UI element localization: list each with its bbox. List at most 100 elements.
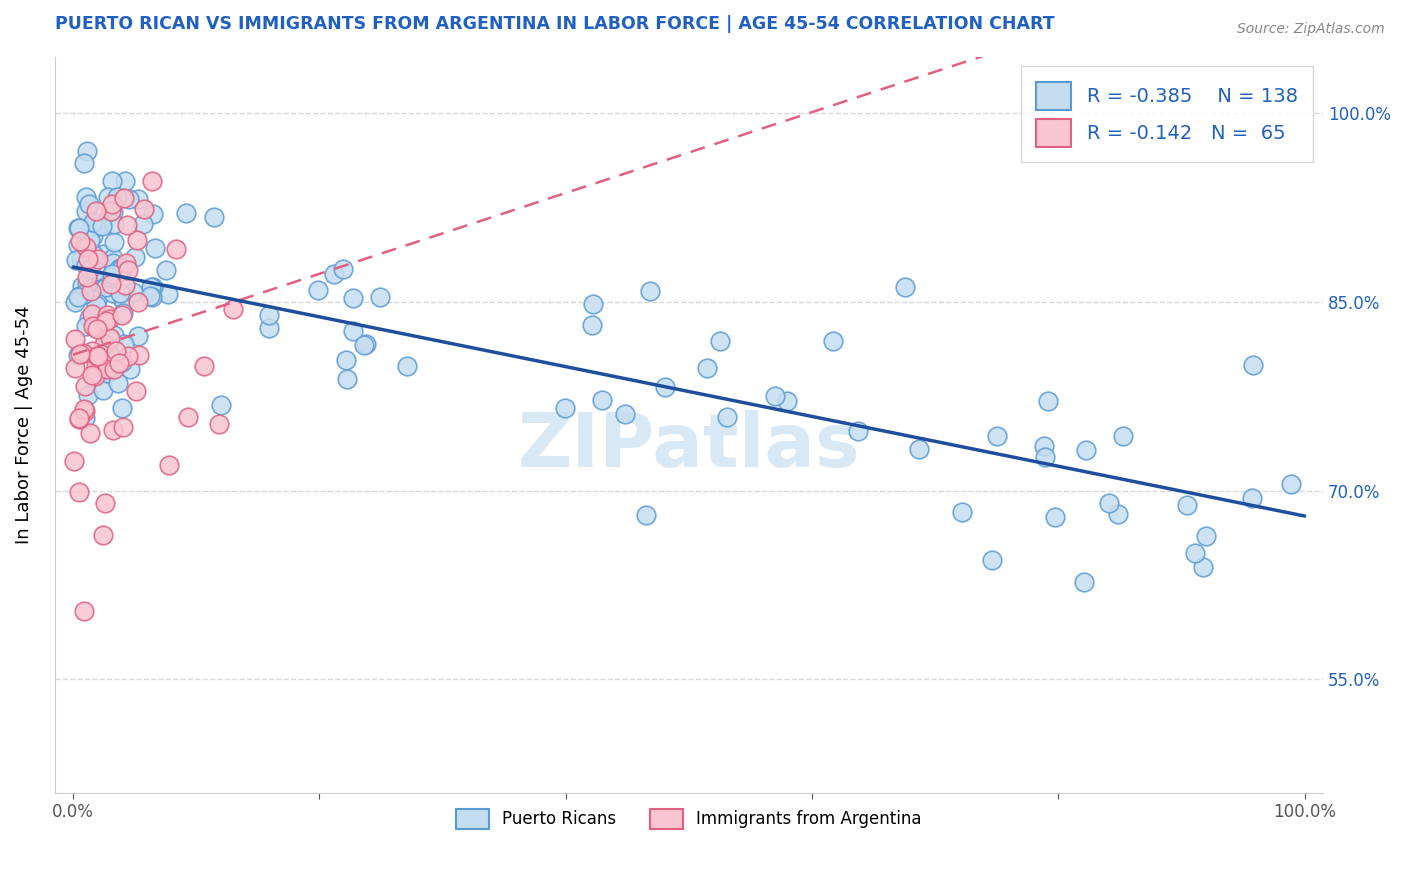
Point xyxy=(77,197,100,211)
Point xyxy=(96,367,118,381)
Point xyxy=(142,207,165,221)
Point xyxy=(103,361,125,376)
Point xyxy=(103,285,125,300)
Point xyxy=(1112,429,1135,443)
Point xyxy=(124,250,146,264)
Point xyxy=(139,289,162,303)
Point xyxy=(193,359,215,373)
Point xyxy=(96,308,118,322)
Point xyxy=(1043,510,1066,524)
Point xyxy=(76,269,98,284)
Y-axis label: In Labor Force | Age 45-54: In Labor Force | Age 45-54 xyxy=(15,305,32,544)
Point xyxy=(894,280,917,294)
Point xyxy=(112,336,135,351)
Point xyxy=(763,389,786,403)
Point xyxy=(94,496,117,510)
Point xyxy=(127,295,149,310)
Point xyxy=(127,329,149,343)
Point xyxy=(121,285,143,300)
Point xyxy=(1191,560,1213,574)
Point xyxy=(96,362,118,376)
Point xyxy=(654,380,676,394)
Point xyxy=(82,318,104,333)
Point xyxy=(76,144,98,158)
Point xyxy=(1107,508,1129,522)
Point xyxy=(75,379,97,393)
Point xyxy=(118,193,141,207)
Point xyxy=(70,279,93,293)
Point xyxy=(131,217,153,231)
Point xyxy=(112,191,135,205)
Point xyxy=(209,398,232,412)
Point xyxy=(77,311,100,326)
Point xyxy=(75,240,97,254)
Point xyxy=(80,344,103,359)
Point xyxy=(111,401,134,416)
Point xyxy=(950,505,973,519)
Point xyxy=(97,311,120,326)
Point xyxy=(115,255,138,269)
Point xyxy=(354,336,377,351)
Point xyxy=(79,284,101,298)
Point xyxy=(108,262,131,277)
Point xyxy=(307,283,329,297)
Point xyxy=(118,362,141,376)
Point xyxy=(1175,499,1198,513)
Point xyxy=(132,202,155,216)
Point xyxy=(91,384,114,398)
Point xyxy=(155,263,177,277)
Point xyxy=(634,508,657,523)
Point xyxy=(80,368,103,383)
Point xyxy=(396,359,419,373)
Point xyxy=(101,251,124,265)
Point xyxy=(114,277,136,292)
Point xyxy=(86,219,108,233)
Point xyxy=(257,321,280,335)
Point xyxy=(84,358,107,372)
Point xyxy=(98,271,121,285)
Point xyxy=(69,347,91,361)
Point xyxy=(1194,529,1216,543)
Point xyxy=(332,262,354,277)
Point xyxy=(98,331,121,345)
Point xyxy=(177,410,200,425)
Point xyxy=(86,322,108,336)
Point xyxy=(823,334,845,348)
Point xyxy=(77,276,100,290)
Point xyxy=(342,324,364,338)
Point xyxy=(65,294,87,309)
Point xyxy=(101,205,124,219)
Point xyxy=(1076,442,1098,457)
Point xyxy=(101,197,124,211)
Point xyxy=(100,269,122,284)
Point xyxy=(73,402,96,417)
Point xyxy=(96,280,118,294)
Point xyxy=(174,206,197,220)
Point xyxy=(257,308,280,322)
Point xyxy=(142,280,165,294)
Point xyxy=(67,221,90,235)
Point xyxy=(75,318,97,333)
Point xyxy=(82,215,104,229)
Point xyxy=(1241,359,1264,373)
Point xyxy=(103,328,125,343)
Point xyxy=(980,553,1002,567)
Point xyxy=(75,259,97,273)
Point xyxy=(87,311,110,326)
Point xyxy=(696,361,718,376)
Point xyxy=(1073,574,1095,589)
Point xyxy=(128,348,150,362)
Point xyxy=(72,156,94,170)
Point xyxy=(100,203,122,218)
Point xyxy=(67,238,90,252)
Point xyxy=(108,262,131,277)
Point xyxy=(75,204,97,219)
Point xyxy=(165,242,187,256)
Point xyxy=(104,343,127,358)
Point xyxy=(86,293,108,308)
Point xyxy=(93,336,115,351)
Point xyxy=(73,604,96,618)
Point xyxy=(67,410,90,425)
Point xyxy=(75,190,97,204)
Point xyxy=(110,261,132,276)
